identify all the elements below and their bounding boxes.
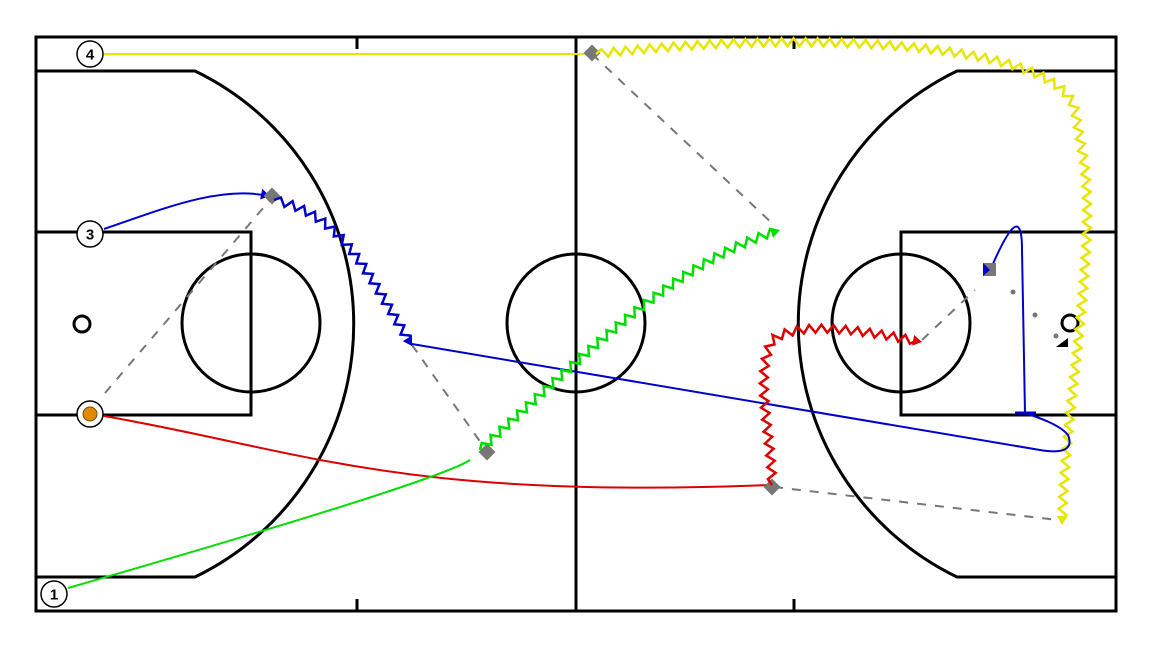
cut-line-player-1 [67,459,471,589]
player-number: 3 [86,227,94,244]
arrowhead-icon [912,335,922,346]
pass-line [921,289,976,341]
screen-marker-icon [983,263,990,276]
pass-target-marker [263,187,281,205]
pass-dot [1032,312,1038,318]
pass-line [591,53,776,227]
player-number: 1 [50,587,58,604]
right-hoop [1060,313,1080,333]
dribble-line-player-4 [595,36,1094,522]
pass-line [773,486,1059,521]
dribble-line-red [757,322,917,486]
pass-dot [1053,333,1059,339]
backboard-marker [1056,338,1068,347]
pass-target-marker [583,44,601,62]
right-three-point-line [796,69,1116,579]
pass-target-marker [478,443,496,461]
arrowhead-icon [769,227,780,238]
player-marker[interactable]: 3 [76,220,104,248]
pass-dot [1010,289,1016,295]
player-circle [40,580,68,608]
left-three-point-line [36,69,356,579]
player-circle [76,220,104,248]
player-marker[interactable]: 4 [76,40,104,68]
player-number: 4 [86,47,95,64]
play-lines [67,36,1094,589]
court-lines [34,35,1118,613]
player-marker[interactable] [76,400,104,428]
screen-path-blue [411,343,1071,453]
pass-line [104,199,271,394]
center-circle [505,252,647,394]
right-free-throw-circle [830,252,972,394]
player-circle [76,40,104,68]
left-key [34,230,253,417]
basketball-icon [82,406,98,422]
player-marker[interactable]: 1 [40,580,68,608]
arrowhead-icon [1056,515,1068,525]
pass-target-marker [763,478,781,496]
arrowhead-icon [402,335,412,346]
dribble-line-player-3 [273,196,412,343]
cut-line-player-3 [103,192,269,230]
left-free-throw-circle [180,252,322,394]
cut-line-blue [991,225,1026,414]
pass-line [411,344,487,451]
players: 4 3 1 [40,40,104,608]
cut-line-ball-handler [103,415,771,489]
left-hoop [72,314,92,334]
dribble-line-player-1 [478,227,778,451]
